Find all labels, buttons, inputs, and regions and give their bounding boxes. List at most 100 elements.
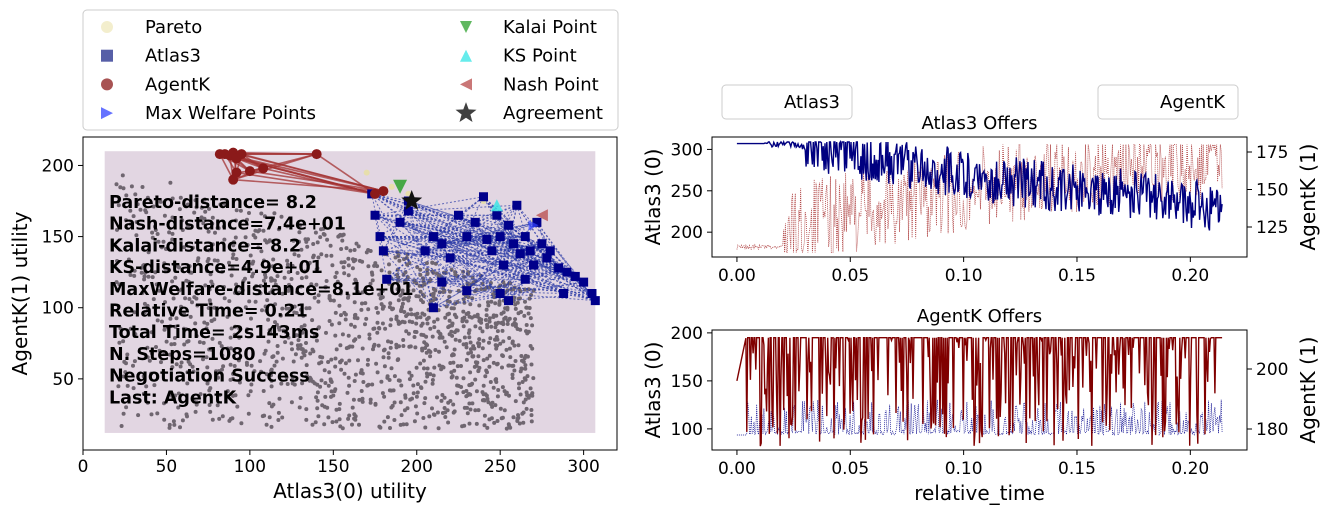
outcome-dot <box>195 258 200 263</box>
outcome-dot <box>289 400 294 405</box>
outcome-dot <box>462 335 467 340</box>
outcome-dot <box>407 370 412 375</box>
legend-marker <box>460 21 472 33</box>
outcome-dot <box>352 315 357 320</box>
outcome-dot <box>430 381 435 386</box>
outcome-dot <box>179 304 183 309</box>
outcome-dot <box>461 324 466 329</box>
outcome-dot <box>431 294 436 299</box>
outcome-dot <box>145 345 150 350</box>
outcome-dot <box>483 318 488 322</box>
outcome-dot <box>218 202 223 207</box>
outcome-dot <box>142 274 147 279</box>
annotation-line: Pareto-distance= 8.2 <box>109 193 317 213</box>
atlas3-offer-line <box>433 281 584 309</box>
outcome-dot <box>247 211 251 215</box>
outcome-dot <box>414 365 419 370</box>
outcome-dot <box>483 374 488 379</box>
outcome-dot <box>301 350 306 355</box>
atlas3-offer-line <box>408 200 543 245</box>
atlas3-offer-line <box>407 210 434 308</box>
outcome-dot <box>227 260 231 265</box>
outcome-dot <box>343 361 348 366</box>
outcome-dot <box>374 306 379 310</box>
outcome-dot <box>260 308 264 313</box>
outcome-dot <box>280 291 285 296</box>
outcome-dot <box>376 343 381 348</box>
outcome-dot <box>365 362 370 367</box>
outcome-dot <box>467 401 472 406</box>
outcome-dot <box>424 371 429 376</box>
atlas3-offer-line <box>441 215 459 283</box>
outcome-dot <box>141 391 146 396</box>
pareto-point <box>363 169 370 176</box>
outcome-dot <box>230 256 235 260</box>
outcome-dot <box>435 410 440 415</box>
outcome-dot <box>207 403 212 407</box>
atlas3-offer-point <box>482 234 492 244</box>
outcome-dot <box>275 350 280 355</box>
outcome-dot <box>338 424 343 429</box>
atlas3-offers-plot: 0.00 0.05 0.10 0.15 0.20 200 250 300 125 150 175 At… <box>641 84 1320 286</box>
outcome-dot <box>409 312 414 317</box>
outcome-dot <box>209 318 214 323</box>
outcome-dot <box>204 355 209 360</box>
atlas3-offer-point <box>570 271 580 281</box>
outcome-dot <box>163 267 168 272</box>
outcome-dot <box>372 263 377 268</box>
outcome-dot <box>406 312 410 317</box>
outcome-dot <box>228 335 233 340</box>
outcome-dot <box>382 364 387 369</box>
outcome-dot <box>231 376 235 381</box>
outcome-dot <box>507 336 512 340</box>
outcome-dot <box>220 353 225 358</box>
atlas3-offer-line <box>386 196 484 280</box>
outcome-dot <box>528 316 533 321</box>
outcome-dot <box>402 310 407 314</box>
offer-plot-frame <box>711 136 1248 258</box>
outcome-dot <box>435 271 439 276</box>
outcome-dot <box>518 327 523 332</box>
outcome-dot <box>398 293 403 298</box>
outcome-dot <box>312 332 317 337</box>
atlas3-offer-line <box>466 290 596 302</box>
outcome-dot <box>451 360 456 365</box>
outcome-dot <box>354 241 359 246</box>
outcome-dot <box>366 264 371 269</box>
outcome-dot <box>268 328 273 332</box>
outcome-dot <box>245 217 249 222</box>
outcome-dot <box>194 334 199 338</box>
atlas3-offer-point <box>378 246 388 256</box>
outcome-dot <box>418 315 423 320</box>
outcome-dot <box>147 358 152 363</box>
outcome-dot <box>167 230 172 235</box>
outcome-dot <box>285 262 290 267</box>
outcome-dot <box>493 403 498 408</box>
outcome-dot <box>258 283 263 288</box>
offer-plot-frame <box>711 329 1248 451</box>
outcome-dot <box>511 415 516 420</box>
utility-scatter-plot: Pareto-distance= 8.2Nash-distance=7.4e+0… <box>8 136 618 503</box>
agentk-offer-line <box>263 167 376 195</box>
outcome-dot <box>172 422 177 427</box>
outcome-dot <box>464 345 469 350</box>
ks-point <box>490 199 503 212</box>
outcome-dot <box>497 302 502 307</box>
outcome-dot <box>334 270 339 275</box>
outcome-dot <box>493 325 498 330</box>
outcome-dot <box>428 326 433 331</box>
outcome-dot <box>133 332 138 337</box>
outcome-dot <box>208 272 213 277</box>
outcome-dot <box>153 224 157 229</box>
outcome-dot <box>162 417 167 422</box>
outcome-dot <box>504 390 509 395</box>
outcome-dot <box>304 407 309 412</box>
outcome-dot <box>299 247 304 252</box>
outcome-dot <box>339 247 344 251</box>
outcome-dot <box>510 339 515 344</box>
outcome-dot <box>523 397 528 402</box>
outcome-dot <box>263 304 268 309</box>
outcome-dot <box>517 381 521 386</box>
outcome-dot <box>425 271 430 276</box>
atlas3-offer-line <box>483 196 526 280</box>
